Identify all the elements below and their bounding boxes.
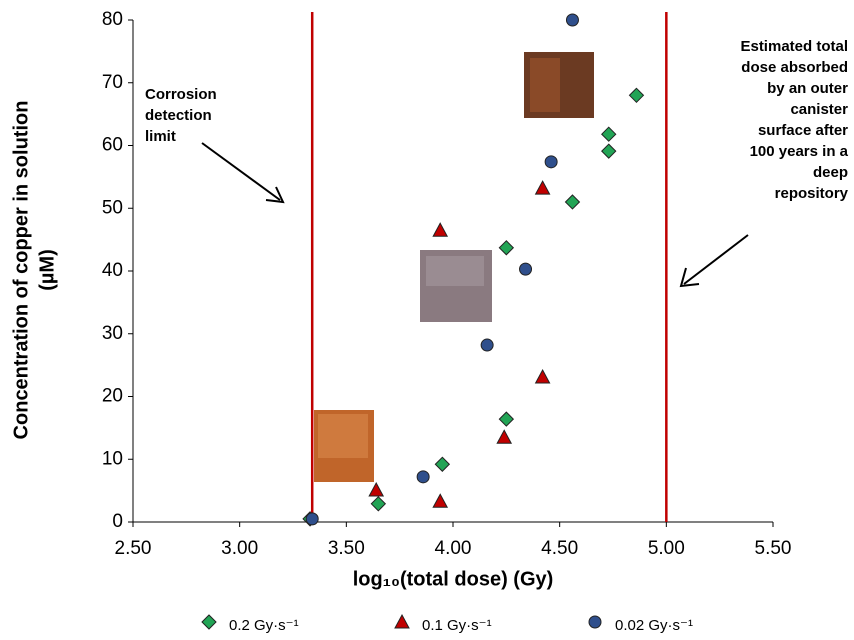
- annotation: by an outer: [767, 80, 848, 97]
- point: [520, 263, 532, 275]
- legend-label: 0.2 Gy·s⁻¹: [229, 617, 299, 634]
- point: [602, 144, 616, 158]
- x-tick-label: 3.50: [328, 538, 365, 559]
- legend-marker: [395, 615, 409, 628]
- legend-marker: [589, 616, 601, 628]
- point: [433, 494, 447, 507]
- y-tick-label: 60: [102, 135, 123, 156]
- cube-photo: [524, 52, 594, 118]
- point: [433, 223, 447, 236]
- point: [565, 195, 579, 209]
- x-axis-title: log₁₀(total dose) (Gy): [353, 568, 554, 590]
- y-tick-label: 10: [102, 448, 123, 469]
- point: [371, 497, 385, 511]
- point: [369, 483, 383, 496]
- annotation: canister: [790, 101, 848, 118]
- point: [481, 339, 493, 351]
- point: [566, 14, 578, 26]
- point: [499, 412, 513, 426]
- legend-marker: [202, 615, 216, 629]
- point: [435, 457, 449, 471]
- arrow: [681, 235, 748, 286]
- point: [499, 241, 513, 255]
- x-tick-label: 2.50: [115, 538, 152, 559]
- annotation: deep: [813, 164, 848, 181]
- y-tick-label: 40: [102, 260, 123, 281]
- cube-photo: [314, 410, 374, 482]
- cube-photo: [420, 250, 492, 322]
- annotation: dose absorbed: [741, 59, 848, 76]
- annotation: limit: [145, 128, 176, 145]
- annotation: Estimated total: [740, 38, 848, 55]
- x-tick-label: 4.50: [541, 538, 578, 559]
- x-tick-label: 3.00: [221, 538, 258, 559]
- point: [545, 156, 557, 168]
- point: [497, 430, 511, 443]
- point: [629, 88, 643, 102]
- point: [536, 370, 550, 383]
- annotation: repository: [775, 185, 849, 202]
- y-tick-label: 30: [102, 323, 123, 344]
- y-axis-title: (µM): [36, 249, 58, 291]
- point: [306, 513, 318, 525]
- y-tick-label: 70: [102, 72, 123, 93]
- point: [602, 127, 616, 141]
- annotation: 100 years in a: [750, 143, 849, 160]
- annotation: Corrosion: [145, 86, 217, 103]
- y-tick-label: 80: [102, 9, 123, 30]
- arrow: [202, 143, 283, 202]
- annotation: surface after: [758, 122, 848, 139]
- annotation: detection: [145, 107, 212, 124]
- chart: 0 10 20 30 40 50 60 70 80 2.50 3.00 3.50 4.00 4.50 5.0…: [0, 0, 854, 640]
- y-tick-label: 50: [102, 197, 123, 218]
- x-tick-label: 5.50: [755, 538, 792, 559]
- legend-label: 0.1 Gy·s⁻¹: [422, 617, 492, 634]
- x-tick-label: 5.00: [648, 538, 685, 559]
- point: [536, 181, 550, 194]
- y-tick-label: 20: [102, 386, 123, 407]
- legend-label: 0.02 Gy·s⁻¹: [615, 617, 693, 634]
- point: [417, 471, 429, 483]
- x-tick-label: 4.00: [435, 538, 472, 559]
- y-axis-title: Concentration of copper in solution: [10, 101, 32, 440]
- y-tick-label: 0: [112, 511, 123, 532]
